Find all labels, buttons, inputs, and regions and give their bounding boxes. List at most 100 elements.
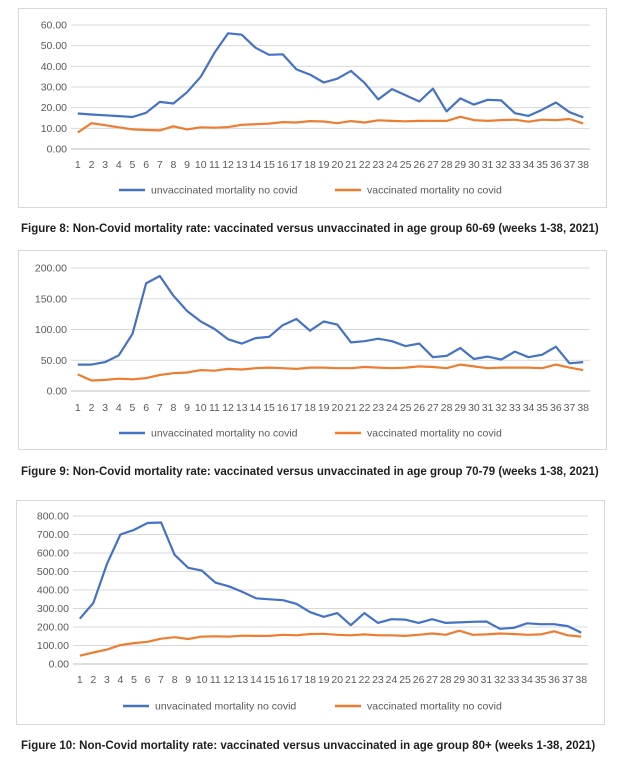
x-tick-label: 9 xyxy=(185,674,191,686)
x-tick-label: 8 xyxy=(171,159,177,171)
x-tick-label: 36 xyxy=(550,159,562,171)
x-tick-label: 26 xyxy=(413,674,425,686)
x-tick-label: 34 xyxy=(523,159,535,171)
x-tick-label: 25 xyxy=(400,402,412,414)
y-tick-label: 100.00 xyxy=(35,324,67,336)
x-tick-label: 29 xyxy=(454,402,466,414)
x-tick-label: 9 xyxy=(184,159,190,171)
x-tick-label: 22 xyxy=(359,674,371,686)
x-tick-label: 13 xyxy=(236,159,248,171)
x-tick-label: 33 xyxy=(509,159,521,171)
x-tick-label: 11 xyxy=(210,674,221,686)
x-tick-label: 26 xyxy=(413,402,425,414)
x-tick-label: 3 xyxy=(102,159,108,171)
x-tick-label: 32 xyxy=(495,402,507,414)
x-tick-label: 35 xyxy=(536,159,548,171)
x-tick-label: 21 xyxy=(345,159,357,171)
chart-figure-10-svg: 0.00 100.00 200.00 300.00 400.00 500.00 600.00… xyxy=(37,511,588,713)
x-tick-label: 31 xyxy=(482,159,494,171)
y-tick-label: 500.00 xyxy=(37,566,69,578)
x-tick-label: 28 xyxy=(440,674,452,686)
y-tick-label: 0.00 xyxy=(49,659,70,671)
y-tick-label: 100.00 xyxy=(37,640,69,652)
x-tick-label: 20 xyxy=(331,402,343,414)
x-tick-label: 9 xyxy=(184,402,190,414)
x-tick-label: 10 xyxy=(195,402,207,414)
x-tick-label: 13 xyxy=(237,674,249,686)
x-tick-label: 28 xyxy=(441,159,453,171)
x-tick-label: 37 xyxy=(564,402,576,414)
x-tick-label: 1 xyxy=(75,402,81,414)
x-tick-label: 19 xyxy=(318,402,330,414)
x-tick-label: 31 xyxy=(482,402,494,414)
x-tick-label: 15 xyxy=(263,159,275,171)
x-tick-label: 15 xyxy=(264,674,276,686)
x-tick-label: 24 xyxy=(386,674,398,686)
x-tick-label: 11 xyxy=(209,402,220,414)
x-tick-label: 4 xyxy=(118,674,124,686)
x-tick-label: 35 xyxy=(535,674,547,686)
x-tick-label: 27 xyxy=(427,159,439,171)
x-tick-label: 24 xyxy=(386,402,398,414)
x-tick-label: 4 xyxy=(116,159,122,171)
legend-label: unvaccinated mortality no covid xyxy=(151,185,298,197)
series-line-vaccinated xyxy=(79,629,582,657)
x-tick-label: 6 xyxy=(143,159,149,171)
x-tick-label: 1 xyxy=(77,674,83,686)
x-tick-label: 23 xyxy=(372,159,384,171)
x-tick-label: 7 xyxy=(157,159,163,171)
x-tick-label: 34 xyxy=(523,402,535,414)
x-tick-label: 37 xyxy=(562,674,574,686)
x-tick-label: 38 xyxy=(575,674,587,686)
legend-label: vaccinated mortality no covid xyxy=(367,428,502,440)
x-tick-label: 31 xyxy=(481,674,493,686)
y-tick-label: 50.00 xyxy=(41,40,67,52)
x-tick-label: 18 xyxy=(304,674,316,686)
x-tick-label: 1 xyxy=(75,159,81,171)
x-tick-label: 30 xyxy=(467,674,479,686)
x-tick-label: 10 xyxy=(195,159,207,171)
x-tick-label: 2 xyxy=(90,674,96,686)
x-tick-label: 20 xyxy=(331,674,343,686)
x-tick-label: 22 xyxy=(359,402,371,414)
x-tick-label: 23 xyxy=(372,402,384,414)
x-tick-label: 25 xyxy=(400,159,412,171)
x-tick-label: 16 xyxy=(277,674,289,686)
y-tick-label: 400.00 xyxy=(37,585,69,597)
x-tick-label: 7 xyxy=(158,674,164,686)
x-tick-label: 27 xyxy=(427,402,439,414)
x-tick-label: 16 xyxy=(277,159,289,171)
y-tick-label: 10.00 xyxy=(41,123,67,135)
chart-figure-10: 0.00 100.00 200.00 300.00 400.00 500.00 600.00… xyxy=(16,500,605,725)
x-tick-label: 38 xyxy=(577,159,589,171)
y-tick-label: 60.00 xyxy=(41,20,67,32)
x-tick-label: 33 xyxy=(508,674,520,686)
y-tick-label: 40.00 xyxy=(41,61,67,73)
x-tick-label: 14 xyxy=(250,159,262,171)
x-tick-label: 2 xyxy=(89,159,95,171)
x-tick-label: 33 xyxy=(509,402,521,414)
x-tick-label: 11 xyxy=(209,159,220,171)
x-tick-label: 7 xyxy=(157,402,163,414)
x-tick-label: 19 xyxy=(318,159,330,171)
x-tick-label: 17 xyxy=(291,674,303,686)
x-tick-label: 36 xyxy=(550,402,562,414)
x-tick-label: 34 xyxy=(521,674,533,686)
legend-label: vaccinated mortality no covid xyxy=(367,701,502,713)
x-tick-label: 26 xyxy=(413,159,425,171)
x-tick-label: 22 xyxy=(359,159,371,171)
x-tick-label: 14 xyxy=(250,402,262,414)
series-line-vaccinated xyxy=(77,115,584,134)
y-tick-label: 50.00 xyxy=(41,355,67,367)
x-tick-label: 3 xyxy=(102,402,108,414)
x-tick-label: 14 xyxy=(250,674,262,686)
y-tick-label: 30.00 xyxy=(41,82,67,94)
chart-figure-9: 0.00 50.00 100.00 150.00 200.00 1 2 3 4 5 6 7 8 9 10 11… xyxy=(18,250,607,450)
x-tick-label: 36 xyxy=(548,674,560,686)
x-tick-label: 10 xyxy=(196,674,208,686)
x-tick-label: 19 xyxy=(318,674,330,686)
caption-figure-9: Figure 9: Non-Covid mortality rate: vacc… xyxy=(21,466,599,478)
x-tick-label: 21 xyxy=(345,402,357,414)
